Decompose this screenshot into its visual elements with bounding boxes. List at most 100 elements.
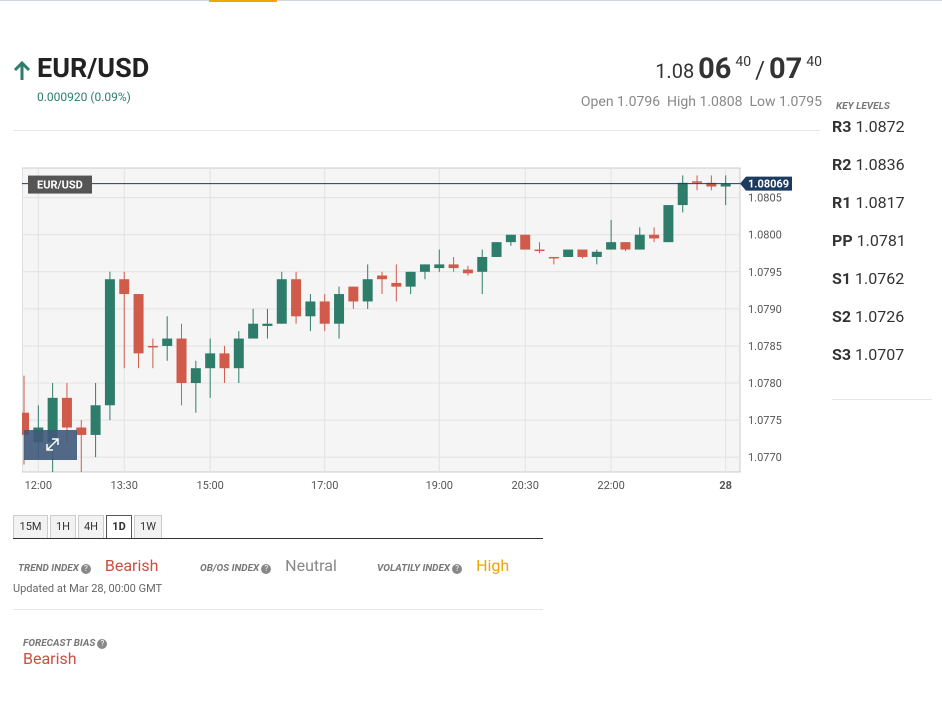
candle-body <box>720 183 731 187</box>
chart: 1.0770 1.0775 1.0780 1.0785 1.0790 1.0795 1.08… <box>0 166 792 492</box>
divider <box>13 130 820 131</box>
bid-pips: 06 <box>698 52 732 86</box>
timeframe-tab[interactable]: 1W <box>134 515 162 539</box>
key-level: R3 1.0872 <box>832 117 905 136</box>
candle-body <box>162 338 173 346</box>
tab-line <box>13 538 543 539</box>
candle-body <box>563 249 574 257</box>
candle-body <box>520 234 531 250</box>
value: Neutral <box>285 556 337 575</box>
quote: 1.08 06 40 / 07 40 <box>655 52 822 86</box>
level-value: 1.0762 <box>855 269 905 288</box>
y-tick-label: 1.0800 <box>748 229 782 242</box>
x-tick-label: 15:00 <box>196 479 223 492</box>
level-label: R1 <box>832 193 852 212</box>
candle-body <box>534 249 545 252</box>
timeframe-tab[interactable]: 15M <box>13 515 48 539</box>
label: FORECAST BIAS <box>23 638 96 649</box>
plot-area <box>21 167 741 473</box>
candle-body <box>419 264 430 272</box>
bid-frac: 40 <box>735 54 752 70</box>
key-level: S3 1.0707 <box>832 345 904 364</box>
candle-body <box>248 323 259 339</box>
timeframe-tab[interactable]: 1H <box>50 515 76 539</box>
value: High <box>476 556 510 575</box>
candle-body <box>90 405 101 435</box>
help-icon[interactable]: ? <box>261 564 272 574</box>
candle-body <box>190 368 201 384</box>
candle-body <box>76 427 87 435</box>
key-level: R1 1.0817 <box>832 193 905 212</box>
candle-body <box>305 301 316 317</box>
candle-body <box>362 279 373 302</box>
key-level: PP 1.0781 <box>832 231 906 250</box>
level-label: S3 <box>832 345 852 364</box>
candle-body <box>663 205 674 243</box>
y-tick-label: 1.0790 <box>748 303 782 316</box>
y-tick-label: 1.0785 <box>748 340 782 353</box>
level-value: 1.0726 <box>855 307 905 326</box>
y-tick-label: 1.0795 <box>748 266 782 279</box>
volatility-index: VOLATILY INDEX? High <box>377 556 509 575</box>
candle-body <box>205 353 216 369</box>
level-value: 1.0872 <box>855 117 905 136</box>
y-tick-label: 1.0770 <box>748 451 782 464</box>
ask-pips: 07 <box>769 52 803 86</box>
timeframe-tab[interactable]: 1D <box>106 515 132 539</box>
legend-label: EUR/USD <box>37 179 83 192</box>
candle-body <box>334 294 345 324</box>
level-label: R2 <box>832 155 852 174</box>
candle-body <box>391 282 402 287</box>
candle-body <box>692 181 703 183</box>
candle-body <box>119 279 130 295</box>
timeframe-tab[interactable]: 4H <box>78 515 104 539</box>
candle-body <box>677 182 688 206</box>
candle-body <box>19 412 29 435</box>
x-tick-label: 20:30 <box>511 479 538 492</box>
candle-body <box>448 264 459 269</box>
x-tick-label: 22:00 <box>597 479 624 492</box>
level-label: R3 <box>832 117 852 136</box>
forecast-value: Bearish <box>23 649 77 668</box>
candle-body <box>377 275 387 280</box>
ask-frac: 40 <box>806 54 822 70</box>
high: High 1.0808 <box>667 94 743 110</box>
divider <box>832 399 932 400</box>
x-tick-label: 19:00 <box>426 479 453 492</box>
candle-body <box>61 397 72 428</box>
x-tick-label: 13:30 <box>111 479 138 492</box>
up-arrow <box>13 61 31 80</box>
y-tick-label: 1.0805 <box>748 192 782 205</box>
help-icon[interactable]: ? <box>452 564 463 574</box>
ohl: Open 1.0796 High 1.0808 Low 1.0795 <box>581 94 822 110</box>
level-value: 1.0781 <box>856 231 906 250</box>
candle-body <box>634 234 645 250</box>
x-tick-label: 17:00 <box>311 479 338 492</box>
help-icon[interactable]: ? <box>97 639 108 649</box>
level-value: 1.0707 <box>855 345 905 364</box>
key-level: S1 1.0762 <box>832 269 904 288</box>
help-icon[interactable]: ? <box>80 564 91 574</box>
x-tick-label: 12:00 <box>25 479 52 492</box>
key-levels-title: KEY LEVELS <box>836 101 890 112</box>
candle-body <box>133 294 144 354</box>
candle-body <box>176 338 187 384</box>
candle-body <box>348 286 359 302</box>
candle-body <box>649 234 660 239</box>
trend-index: TREND INDEX? Bearish <box>18 556 158 575</box>
low: Low 1.0795 <box>749 94 822 110</box>
candle-body <box>233 338 244 369</box>
level-value: 1.0817 <box>855 193 905 212</box>
candle-body <box>262 323 273 326</box>
candle-body <box>47 397 58 443</box>
y-tick-label: 1.0775 <box>748 414 782 427</box>
candle-body <box>219 353 230 369</box>
x-tick-label: 28 <box>719 479 732 492</box>
value: Bearish <box>104 556 159 575</box>
plot-mask <box>0 166 22 474</box>
legend-box <box>28 175 92 194</box>
candle-body <box>591 251 602 257</box>
top-border <box>0 0 942 1</box>
updated: Updated at Mar 28, 00:00 GMT <box>13 582 163 595</box>
